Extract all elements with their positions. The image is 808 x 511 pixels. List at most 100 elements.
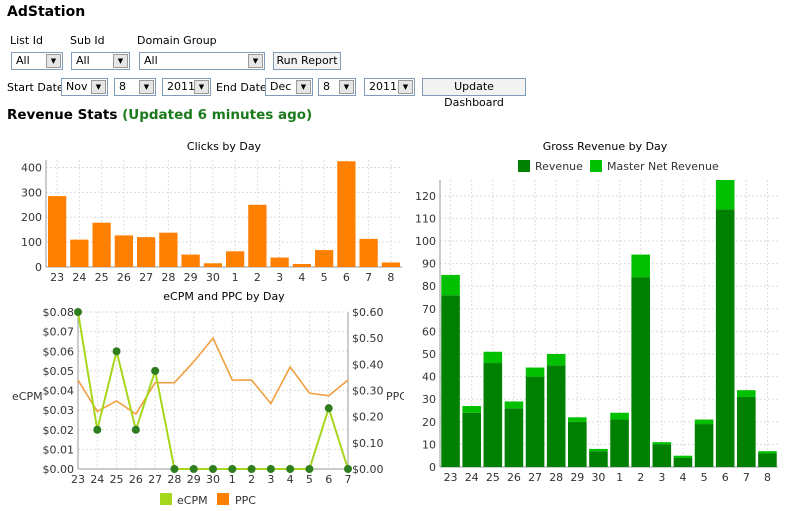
y-tick-label: $0.06 — [43, 345, 75, 358]
revenue-bar — [652, 444, 672, 467]
ecpm-point — [247, 465, 256, 473]
master-net-revenue-bar — [758, 451, 777, 454]
y2-tick-label: $0.20 — [352, 411, 384, 424]
ecpm-chart-title: eCPM and PPC by Day — [163, 290, 285, 303]
ecpm-point — [324, 404, 333, 413]
bar — [315, 250, 334, 267]
clicks-chart-title: Clicks by Day — [186, 140, 262, 153]
y-tick-label: 70 — [422, 303, 436, 316]
revenue-bar — [715, 209, 735, 467]
y-tick-label: 120 — [415, 190, 436, 203]
revenue-bar — [483, 363, 503, 467]
start-year-value: 2011 — [167, 80, 195, 93]
x-tick-label: 5 — [701, 471, 708, 484]
master-net-revenue-bar — [694, 419, 714, 425]
ecpm-point — [131, 425, 140, 434]
list-id-value: All — [16, 54, 30, 67]
revenue-bar — [758, 453, 777, 467]
start-day-select[interactable]: 8 ▼ — [114, 78, 156, 96]
x-tick-label: 8 — [764, 471, 771, 484]
x-tick-label: 27 — [139, 271, 153, 284]
x-tick-label: 26 — [507, 471, 521, 484]
ecpm-point — [170, 465, 179, 473]
ecpm-point — [228, 465, 237, 473]
x-tick-label: 28 — [549, 471, 563, 484]
app-title: AdStation — [7, 4, 86, 20]
x-tick-label: 2 — [254, 271, 261, 284]
domain-group-value: All — [144, 54, 158, 67]
legend-label-ppc: PPC — [235, 494, 256, 507]
x-tick-label: 27 — [528, 471, 542, 484]
sub-id-value: All — [76, 54, 90, 67]
end-year-select[interactable]: 2011 ▼ — [364, 78, 415, 96]
domain-group-label: Domain Group — [137, 34, 217, 47]
legend-swatch-master-net-revenue — [590, 160, 602, 172]
x-tick-label: 30 — [206, 473, 220, 486]
y-tick-label: 400 — [21, 161, 42, 174]
revenue-bar — [631, 277, 650, 467]
x-tick-label: 26 — [129, 473, 143, 486]
legend-swatch-ppc — [217, 493, 229, 505]
sub-id-select[interactable]: All ▼ — [71, 52, 130, 70]
legend-label-revenue: Revenue — [535, 160, 583, 173]
master-net-revenue-bar — [525, 367, 545, 377]
x-tick-label: 3 — [658, 471, 665, 484]
x-tick-label: 25 — [486, 471, 500, 484]
master-net-revenue-bar — [673, 455, 693, 458]
start-year-select[interactable]: 2011 ▼ — [162, 78, 211, 96]
x-tick-label: 27 — [148, 473, 162, 486]
x-tick-label: 23 — [444, 471, 458, 484]
y-tick-label: $0.04 — [43, 385, 75, 398]
bar — [337, 161, 356, 267]
master-net-revenue-bar — [568, 417, 587, 422]
y2-tick-label: $0.50 — [352, 332, 384, 345]
x-tick-label: 4 — [287, 473, 294, 486]
revenue-bar — [462, 412, 481, 467]
list-id-label: List Id — [10, 34, 43, 47]
x-tick-label: 3 — [276, 271, 283, 284]
ecpm-point — [112, 347, 121, 356]
y-tick-label: 300 — [21, 186, 42, 199]
chevron-down-icon: ▼ — [296, 80, 311, 94]
ecpm-ppc-chart: $0.00 $0.01 $0.02 $0.03 $0.04 $0.05 $0.06 $0.07… — [12, 306, 404, 507]
list-id-select[interactable]: All ▼ — [11, 52, 63, 70]
revenue-bar — [610, 419, 629, 467]
y2-tick-label: $0.60 — [352, 306, 384, 319]
start-month-value: Nov — [66, 80, 88, 93]
run-report-button[interactable]: Run Report — [273, 52, 341, 70]
x-tick-label: 30 — [591, 471, 605, 484]
end-date-label: End Date — [216, 81, 267, 94]
x-tick-label: 6 — [343, 271, 350, 284]
x-tick-label: 24 — [465, 471, 479, 484]
sub-id-label: Sub Id — [70, 34, 105, 47]
end-day-select[interactable]: 8 ▼ — [318, 78, 356, 96]
y2-tick-label: $0.40 — [352, 358, 384, 371]
section-title-text: Revenue Stats — [7, 107, 118, 123]
master-net-revenue-bar — [610, 412, 629, 420]
x-tick-label: 26 — [117, 271, 131, 284]
y-tick-label: 100 — [21, 236, 42, 249]
bar — [181, 254, 200, 267]
revenue-bar — [441, 295, 460, 467]
legend-label-ecpm: eCPM — [177, 494, 208, 507]
y-tick-label: 20 — [422, 416, 436, 429]
revenue-bar — [589, 451, 608, 467]
bar — [270, 257, 289, 267]
end-month-select[interactable]: Dec ▼ — [265, 78, 313, 96]
y-tick-label: 0 — [429, 461, 436, 474]
domain-group-select[interactable]: All ▼ — [139, 52, 265, 70]
revenue-bar — [568, 421, 587, 467]
y-tick-label: $0.02 — [43, 424, 75, 437]
x-tick-label: 29 — [187, 473, 201, 486]
ecpm-point — [209, 465, 217, 473]
bar — [114, 235, 133, 267]
x-tick-label: 2 — [637, 471, 644, 484]
y-tick-label: $0.00 — [43, 463, 75, 476]
x-tick-label: 6 — [325, 473, 332, 486]
update-dashboard-button[interactable]: Update Dashboard — [422, 78, 526, 109]
x-tick-label: 4 — [679, 471, 686, 484]
start-month-select[interactable]: Nov ▼ — [61, 78, 108, 96]
x-tick-label: 7 — [345, 473, 352, 486]
y-tick-label: 100 — [415, 235, 436, 248]
